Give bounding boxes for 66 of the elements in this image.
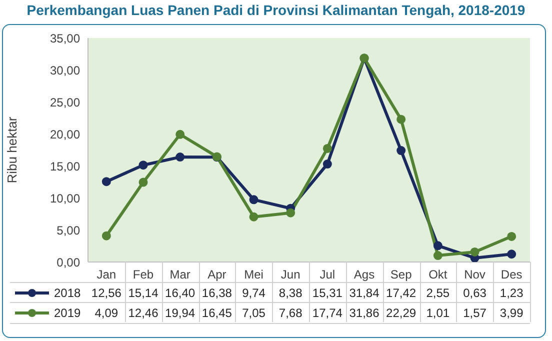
data-label: 31,86 [348, 306, 380, 320]
data-label: 15,31 [311, 286, 344, 300]
chart-title: Perkembangan Luas Panen Padi di Provinsi Kalimantan Tengah, 2018-2019 [26, 2, 526, 18]
point [176, 130, 185, 139]
data-label: 1,23 [498, 286, 524, 300]
y-tick-label: 15,00 [50, 159, 80, 174]
point [396, 146, 406, 156]
data-label: 12,46 [127, 306, 160, 320]
data-label: 1,01 [425, 306, 451, 320]
legend-label: 2019 [54, 306, 81, 320]
data-label: 12,56 [90, 286, 122, 300]
y-tick-label: 10,00 [50, 191, 80, 206]
point [507, 250, 516, 259]
x-tick-label: Ags [354, 268, 375, 282]
point [176, 152, 185, 162]
y-tick-label: 20,00 [50, 127, 80, 142]
data-label: 22,29 [385, 306, 418, 320]
legend-label: 2018 [54, 286, 81, 300]
data-label: 17,74 [311, 306, 344, 320]
data-label: 9,74 [241, 286, 266, 300]
data-label: 17,42 [385, 286, 418, 300]
data-label: 7,05 [241, 306, 266, 320]
point [322, 160, 332, 169]
data-label: 16,40 [164, 286, 196, 300]
data-label: 0,63 [462, 286, 488, 300]
x-tick-label: Jul [320, 268, 336, 282]
data-label: 8,38 [278, 286, 304, 300]
data-label: 3,99 [498, 306, 524, 320]
point [286, 208, 296, 218]
y-tick-label: 0,00 [56, 255, 80, 270]
data-label: 4,09 [94, 306, 120, 320]
y-tick-label: 30,00 [50, 63, 80, 78]
x-tick-label: Mar [170, 268, 190, 282]
x-tick-label: Feb [132, 268, 154, 282]
data-label: 7,68 [278, 306, 304, 320]
x-tick-label: Okt [428, 268, 448, 282]
x-tick-label: Jan [96, 268, 116, 282]
data-label: 15,14 [127, 286, 160, 300]
data-label: 19,94 [164, 306, 196, 320]
data-label: 31,84 [348, 286, 380, 300]
point [322, 144, 332, 153]
data-label: 16,38 [200, 286, 233, 300]
data-label: 2,55 [425, 286, 451, 300]
x-tick-label: Nov [464, 268, 486, 282]
data-label: 1,57 [462, 306, 488, 320]
point [470, 247, 480, 256]
point [433, 251, 442, 260]
x-tick-label: Jun [280, 268, 300, 282]
point [433, 241, 442, 250]
point [138, 160, 148, 170]
point [507, 232, 516, 241]
point [138, 178, 148, 187]
y-tick-label: 25,00 [50, 95, 80, 110]
y-axis-title: Ribu hektar [4, 116, 20, 184]
point [249, 212, 258, 222]
point [249, 195, 258, 204]
data-label: 16,45 [200, 306, 233, 320]
point [102, 177, 111, 186]
x-tick-label: Sep [390, 268, 412, 282]
y-tick-label: 5,00 [56, 223, 80, 238]
y-tick-label: 35,00 [50, 31, 80, 46]
point [102, 231, 111, 240]
x-tick-label: Apr [208, 268, 226, 282]
point [396, 114, 406, 124]
x-tick-label: Des [500, 268, 522, 282]
x-tick-label: Mei [244, 268, 264, 282]
